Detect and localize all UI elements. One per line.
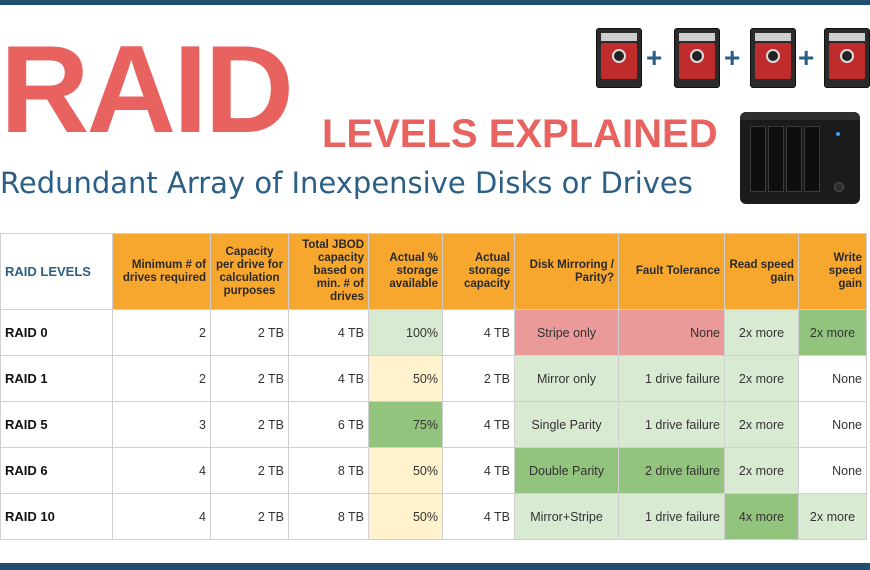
table-row: RAID 0 2 2 TB 4 TB 100% 4 TB Stripe only… <box>0 309 867 356</box>
table-cell: 4 TB <box>442 401 515 448</box>
table-cell: None <box>798 355 867 402</box>
table-cell: Double Parity <box>514 447 619 494</box>
page-tagline: Redundant Array of Inexpensive Disks or … <box>0 166 693 200</box>
table-cell: 2 TB <box>442 355 515 402</box>
table-cell: None <box>618 309 725 356</box>
column-header: RAID LEVELS <box>0 233 113 310</box>
table-cell: 2 TB <box>210 493 289 540</box>
table-cell: 4 TB <box>442 309 515 356</box>
table-cell: 50% <box>368 447 443 494</box>
column-header: Read speed gain <box>724 233 799 310</box>
table-cell: 2 TB <box>210 447 289 494</box>
top-border-bar <box>0 0 870 5</box>
page-subtitle: LEVELS EXPLAINED <box>322 112 718 156</box>
table-cell: 2x more <box>724 309 799 356</box>
table-cell: 4 TB <box>288 309 369 356</box>
table-cell: 4 TB <box>442 493 515 540</box>
table-cell: 100% <box>368 309 443 356</box>
table-cell: 8 TB <box>288 493 369 540</box>
table-cell: 2x more <box>724 447 799 494</box>
column-header: Write speed gain <box>798 233 867 310</box>
table-row: RAID 10 4 2 TB 8 TB 50% 4 TB Mirror+Stri… <box>0 493 867 540</box>
table-cell: 4 <box>112 493 211 540</box>
hard-drive-icon <box>674 28 720 88</box>
raid-level-cell: RAID 1 <box>0 355 113 402</box>
raid-level-cell: RAID 10 <box>0 493 113 540</box>
table-cell: 3 <box>112 401 211 448</box>
table-header-row: RAID LEVELS Minimum # of drives required… <box>0 233 867 310</box>
table-cell: 2x more <box>724 355 799 402</box>
table-cell: 4 <box>112 447 211 494</box>
table-row: RAID 6 4 2 TB 8 TB 50% 4 TB Double Parit… <box>0 447 867 494</box>
table-cell: 2 TB <box>210 401 289 448</box>
plus-icon: + <box>724 42 741 73</box>
table-row: RAID 5 3 2 TB 6 TB 75% 4 TB Single Parit… <box>0 401 867 448</box>
table-cell: Single Parity <box>514 401 619 448</box>
table-cell: None <box>798 447 867 494</box>
table-cell: 6 TB <box>288 401 369 448</box>
column-header: Minimum # of drives required <box>112 233 211 310</box>
table-cell: 2x more <box>798 493 867 540</box>
table-cell: 2 drive failure <box>618 447 725 494</box>
raid-level-cell: RAID 5 <box>0 401 113 448</box>
plus-icon: + <box>646 42 663 73</box>
table-cell: 2 TB <box>210 309 289 356</box>
table-cell: 2 TB <box>210 355 289 402</box>
column-header: Total JBOD capacity based on min. # of d… <box>288 233 369 310</box>
table-cell: None <box>798 401 867 448</box>
table-cell: 2 <box>112 355 211 402</box>
table-cell: 4 TB <box>288 355 369 402</box>
table-cell: 75% <box>368 401 443 448</box>
hard-drive-icon <box>750 28 796 88</box>
drives-illustration: + + + <box>592 28 870 88</box>
table-cell: 8 TB <box>288 447 369 494</box>
table-row: RAID 1 2 2 TB 4 TB 50% 2 TB Mirror only … <box>0 355 867 402</box>
column-header: Actual storage capacity <box>442 233 515 310</box>
table-cell: 2 <box>112 309 211 356</box>
table-cell: 50% <box>368 493 443 540</box>
raid-levels-table: RAID LEVELS Minimum # of drives required… <box>0 233 867 540</box>
column-header: Capacity per drive for calculation purpo… <box>210 233 289 310</box>
nas-device-icon <box>740 112 860 204</box>
table-cell: 2x more <box>724 401 799 448</box>
table-cell: 2x more <box>798 309 867 356</box>
raid-level-cell: RAID 0 <box>0 309 113 356</box>
table-cell: 1 drive failure <box>618 401 725 448</box>
table-cell: 1 drive failure <box>618 355 725 402</box>
plus-icon: + <box>798 42 815 73</box>
column-header: Actual % storage available <box>368 233 443 310</box>
raid-level-cell: RAID 6 <box>0 447 113 494</box>
table-cell: 4 TB <box>442 447 515 494</box>
bottom-border-bar <box>0 563 870 570</box>
table-cell: Stripe only <box>514 309 619 356</box>
hard-drive-icon <box>824 28 870 88</box>
table-cell: Mirror only <box>514 355 619 402</box>
table-cell: 50% <box>368 355 443 402</box>
page-title: RAID <box>0 21 294 159</box>
table-cell: Mirror+Stripe <box>514 493 619 540</box>
column-header: Fault Tolerance <box>618 233 725 310</box>
hard-drive-icon <box>596 28 642 88</box>
table-cell: 1 drive failure <box>618 493 725 540</box>
column-header: Disk Mirroring / Parity? <box>514 233 619 310</box>
table-cell: 4x more <box>724 493 799 540</box>
